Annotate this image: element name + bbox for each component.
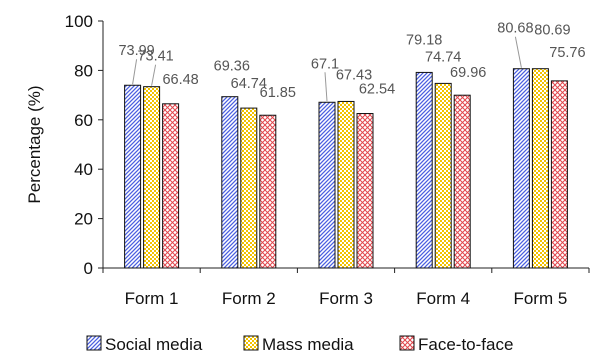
y-tick-label: 20 bbox=[74, 210, 93, 229]
data-label: 67.43 bbox=[336, 67, 372, 83]
bar-diagonal-blue-0 bbox=[124, 84, 142, 269]
x-tick-label: Form 4 bbox=[416, 289, 470, 308]
data-label: 69.36 bbox=[214, 59, 250, 75]
bar-checker-yellow-4 bbox=[531, 68, 549, 269]
data-label: 80.68 bbox=[497, 21, 533, 37]
legend: Social media Mass media Face-to-face bbox=[86, 335, 513, 354]
leader-line bbox=[132, 59, 138, 85]
x-tick-label: Form 1 bbox=[125, 289, 179, 308]
x-tick-label: Form 5 bbox=[513, 289, 567, 308]
data-label: 80.69 bbox=[534, 23, 570, 39]
bar-diagonal-blue-3 bbox=[415, 71, 433, 269]
data-label: 61.85 bbox=[260, 85, 296, 101]
data-label: 75.76 bbox=[549, 45, 585, 61]
bar-crosshatch-red-4 bbox=[550, 80, 568, 269]
data-label: 73.99 bbox=[118, 43, 154, 59]
data-label: 69.96 bbox=[450, 65, 486, 81]
bars-layer bbox=[124, 68, 568, 269]
leader-lines-layer bbox=[132, 36, 522, 102]
bar-crosshatch-red-1 bbox=[259, 114, 277, 269]
data-label: 64.74 bbox=[231, 76, 267, 92]
data-label: 74.74 bbox=[425, 49, 461, 65]
data-label: 73.41 bbox=[137, 49, 173, 65]
y-axis-title: Percentage (%) bbox=[25, 85, 44, 203]
bar-crosshatch-red-0 bbox=[162, 103, 180, 269]
leader-line bbox=[324, 72, 328, 102]
leader-line bbox=[514, 36, 522, 68]
axes-layer: 0 20 40 60 80 100 Percentage (%) Form 1 Form 2 Fo… bbox=[25, 12, 590, 308]
bar-crosshatch-red-3 bbox=[453, 94, 471, 269]
data-label: 62.54 bbox=[359, 82, 395, 98]
x-tick-label: Form 2 bbox=[222, 289, 276, 308]
data-label: 79.18 bbox=[406, 32, 442, 48]
bar-checker-yellow-2 bbox=[337, 100, 355, 269]
bar-diagonal-blue-2 bbox=[318, 101, 336, 269]
legend-label: Mass media bbox=[262, 335, 354, 354]
legend-swatch-diagonal-blue bbox=[86, 335, 102, 351]
y-tick-label: 40 bbox=[74, 160, 93, 179]
legend-label: Social media bbox=[105, 335, 203, 354]
bar-diagonal-blue-1 bbox=[221, 96, 239, 269]
bar-checker-yellow-1 bbox=[240, 107, 258, 269]
legend-label: Face-to-face bbox=[418, 335, 513, 354]
legend-swatch-checker-yellow bbox=[243, 335, 259, 351]
y-tick-label: 80 bbox=[74, 61, 93, 80]
y-tick-label: 100 bbox=[65, 12, 93, 31]
bar-checker-yellow-0 bbox=[143, 86, 161, 269]
bar-crosshatch-red-2 bbox=[356, 113, 374, 269]
data-label: 67.1 bbox=[311, 56, 339, 72]
bar-diagonal-blue-4 bbox=[512, 68, 530, 269]
leader-line bbox=[151, 64, 157, 86]
y-tick-label: 60 bbox=[74, 111, 93, 130]
data-labels-layer: 73.9973.4166.4869.3664.7461.8567.167.436… bbox=[118, 21, 585, 102]
bar-checker-yellow-3 bbox=[434, 82, 452, 269]
y-tick-label: 0 bbox=[84, 259, 93, 278]
x-tick-label: Form 3 bbox=[319, 289, 373, 308]
data-label: 66.48 bbox=[162, 72, 198, 88]
legend-swatch-crosshatch-red bbox=[399, 335, 415, 351]
